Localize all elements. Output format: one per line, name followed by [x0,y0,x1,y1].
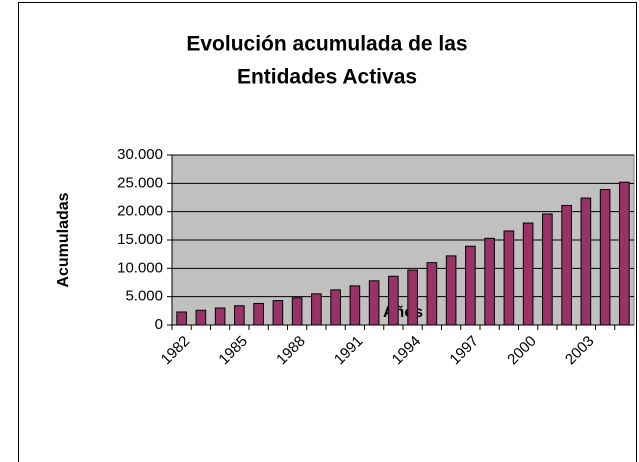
bar [407,269,418,326]
bar [580,197,592,326]
bar [484,237,495,326]
y-tick-label: 5.000 [125,288,163,305]
bar [330,289,341,326]
bar [465,245,476,326]
bar [561,204,572,326]
bar [503,230,515,326]
y-axis-label: Acumuladas [55,192,72,287]
bar [368,280,380,326]
bar [426,262,438,326]
bar [388,275,399,326]
y-tick-label: 30.000 [117,146,163,163]
bar [214,307,226,326]
bar [349,285,361,326]
y-tick-label: 10.000 [117,259,163,276]
bar [176,311,187,326]
chart-title: Evolución acumulada de las [186,33,467,56]
bar [234,305,245,326]
bar [253,302,264,326]
bar [522,222,534,326]
bar [311,293,322,326]
chart-title: Entidades Activas [237,66,417,89]
bar [272,300,284,326]
y-tick-label: 15.000 [117,231,163,248]
bar [619,181,630,326]
bar [291,297,303,326]
bar [599,189,611,326]
y-tick-label: 25.000 [117,174,163,191]
bar [542,213,553,326]
bar [195,309,207,326]
y-tick-label: 0 [155,316,163,333]
bar [445,255,457,326]
y-tick-label: 20.000 [117,203,163,220]
